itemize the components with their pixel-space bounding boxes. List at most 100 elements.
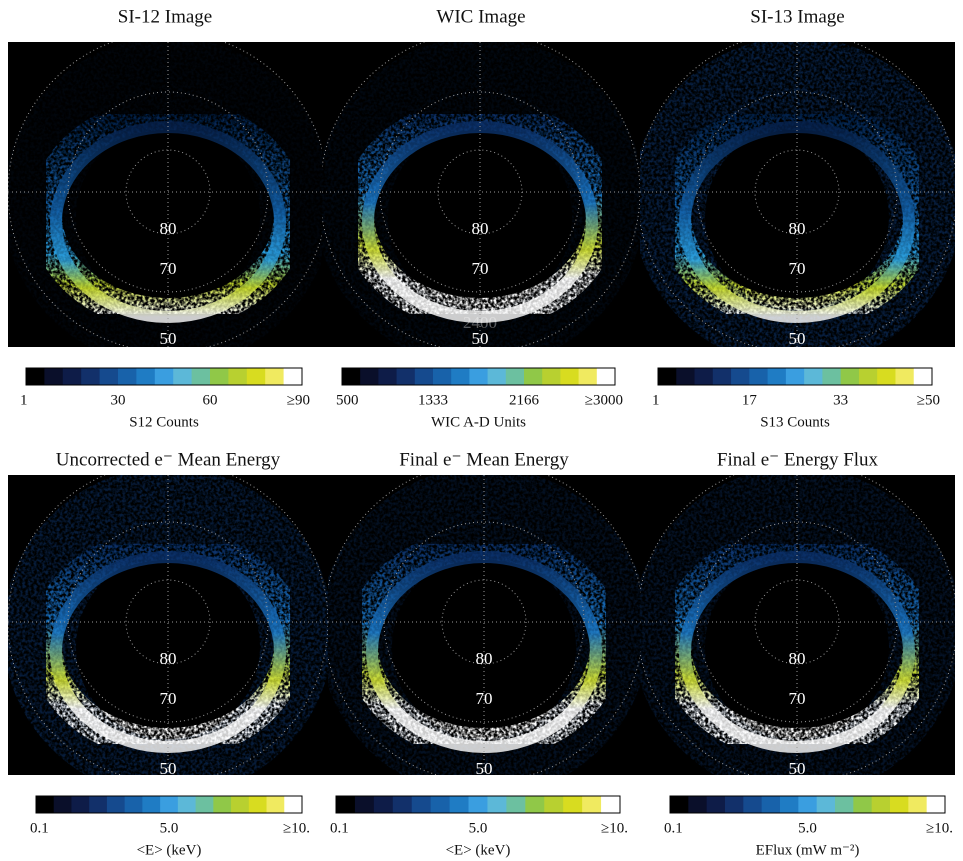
colorbar-cell: [355, 796, 374, 813]
colorbar-tick-label: ≥10.: [601, 820, 628, 836]
colorbar-label: WIC A-D Units: [431, 414, 526, 430]
latitude-label: 80: [789, 219, 806, 238]
colorbar-cell: [284, 368, 303, 385]
colorbar-cell: [160, 796, 178, 813]
colorbar-cell: [450, 796, 469, 813]
panel-title: Uncorrected e⁻ Mean Energy: [56, 449, 281, 470]
colorbar-cell: [196, 796, 214, 813]
colorbar-cell: [360, 368, 379, 385]
colorbar-label: <E> (keV): [446, 842, 511, 858]
colorbar-cell: [658, 368, 677, 385]
colorbar-cell: [213, 796, 231, 813]
colorbar-cell: [743, 796, 762, 813]
panel: Uncorrected e⁻ Mean Energy8070500.15.0≥1…: [3, 449, 333, 858]
colorbar-cell: [822, 368, 841, 385]
figure: SI-12 Image80705013060≥90S12 CountsWIC I…: [0, 0, 963, 861]
colorbar-label: S12 Counts: [129, 414, 199, 430]
colorbar-cell: [927, 796, 946, 813]
latitude-label: 50: [476, 759, 493, 778]
colorbar-label: <E> (keV): [137, 842, 202, 858]
latitude-label: 80: [160, 649, 177, 668]
colorbar-cell: [582, 796, 601, 813]
latitude-label: 80: [472, 219, 489, 238]
colorbar-cell: [542, 368, 561, 385]
colorbar-tick-label: 0.1: [330, 820, 349, 836]
colorbar-cell: [412, 796, 431, 813]
colorbar-cell: [125, 796, 143, 813]
latitude-label: 50: [789, 329, 806, 348]
colorbar-cell: [118, 368, 137, 385]
colorbar-cell: [397, 368, 416, 385]
colorbar-cell: [525, 796, 544, 813]
colorbar-cell: [804, 368, 823, 385]
colorbar-cell: [725, 796, 744, 813]
latitude-label: 50: [160, 329, 177, 348]
colorbar-cell: [469, 368, 488, 385]
colorbar-cell: [749, 368, 768, 385]
colorbar-tick-label: ≥10.: [283, 820, 310, 836]
latitude-label: 80: [160, 219, 177, 238]
colorbar-cell: [431, 796, 450, 813]
colorbar-cell: [100, 368, 119, 385]
colorbar-cell: [670, 796, 689, 813]
colorbar-tick-label: 500: [336, 392, 359, 408]
panel-title: SI-13 Image: [750, 6, 844, 27]
panel: Final e⁻ Energy Flux8070500.15.0≥10.EFlu…: [632, 449, 962, 858]
colorbar-cell: [36, 796, 54, 813]
colorbar-cell: [284, 796, 302, 813]
colorbar-cell: [768, 368, 787, 385]
colorbar-cell: [563, 796, 582, 813]
colorbar-cell: [378, 368, 397, 385]
colorbar-cell: [695, 368, 714, 385]
colorbar-tick-label: ≥10.: [926, 820, 953, 836]
colorbar-cell: [267, 796, 285, 813]
latitude-label: 70: [160, 689, 177, 708]
colorbar-cell: [142, 796, 160, 813]
colorbar-cell: [210, 368, 229, 385]
panel-title: Final e⁻ Energy Flux: [717, 449, 879, 470]
colorbar-cell: [597, 368, 616, 385]
colorbar-tick-label: 60: [203, 392, 218, 408]
colorbar-tick-label: ≥50: [917, 392, 940, 408]
colorbar-cell: [506, 796, 525, 813]
image: 80 70 50: [3, 462, 333, 797]
colorbar-cell: [71, 796, 89, 813]
colorbar-tick-label: 5.0: [798, 820, 817, 836]
colorbar-cell: [451, 368, 470, 385]
panel: SI-13 Image80705011733≥50S13 Counts: [632, 6, 962, 430]
colorbar-cell: [877, 368, 896, 385]
colorbar-cell: [336, 796, 355, 813]
colorbar-label: EFlux (mW m⁻²): [756, 842, 860, 858]
colorbar-cell: [713, 368, 732, 385]
colorbar-tick-label: 0.1: [30, 820, 49, 836]
latitude-label: 50: [160, 759, 177, 778]
colorbar-cell: [731, 368, 750, 385]
colorbar-cell: [469, 796, 488, 813]
colorbar-cell: [835, 796, 854, 813]
colorbar-cell: [249, 796, 267, 813]
colorbar-label: S13 Counts: [760, 414, 830, 430]
latitude-label: 70: [476, 689, 493, 708]
colorbar-cell: [433, 368, 452, 385]
colorbar-cell: [26, 368, 45, 385]
colorbar-cell: [859, 368, 878, 385]
colorbar-cell: [54, 796, 72, 813]
latitude-label: 80: [476, 649, 493, 668]
colorbar-cell: [780, 796, 799, 813]
colorbar-cell: [506, 368, 525, 385]
colorbar-cell: [178, 796, 196, 813]
colorbar-cell: [817, 796, 836, 813]
latitude-label: 70: [472, 259, 489, 278]
latitude-label: 70: [789, 689, 806, 708]
colorbar-cell: [544, 796, 563, 813]
colorbar-cell: [342, 368, 361, 385]
latitude-label: 70: [789, 259, 806, 278]
colorbar-cell: [228, 368, 247, 385]
colorbar-cell: [707, 796, 726, 813]
colorbar-cell: [487, 796, 506, 813]
image: 80 70 50: [319, 462, 649, 797]
colorbar-tick-label: 1: [20, 392, 28, 408]
